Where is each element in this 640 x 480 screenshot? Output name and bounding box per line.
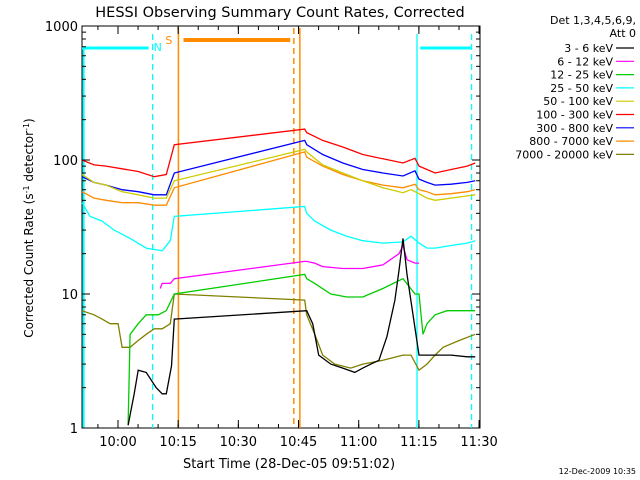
y-tick-label: 100	[53, 154, 78, 169]
y-tick-label: 1000	[45, 20, 78, 35]
attenuator-marker-label: S	[165, 34, 172, 47]
axis-ticks: 10:00 10:15 10:30 10:45 11:00 11:15 11:30 1 10 10…	[45, 20, 498, 450]
legend-entry-label: 3 - 6 keV	[564, 42, 613, 55]
y-label-part: Corrected Count Rate (s	[22, 193, 36, 337]
legend-entry-label: 300 - 800 keV	[536, 122, 613, 135]
x-tick-label: 11:15	[400, 435, 437, 450]
legend-entry-label: 800 - 7000 keV	[529, 135, 613, 148]
series-line	[127, 238, 476, 426]
legend-header: Det 1,3,4,5,6,9,	[550, 14, 636, 27]
series-line	[81, 139, 476, 196]
legend-entry-label: 7000 - 20000 keV	[515, 148, 613, 161]
axes-frame	[81, 25, 481, 429]
plot-area: NS	[81, 25, 481, 429]
y-label-superscript: -1	[22, 123, 31, 131]
legend-header-attenuator: Att 0	[610, 27, 636, 40]
y-label-superscript: -1	[22, 185, 31, 193]
series-line	[127, 273, 476, 426]
series-line	[81, 293, 476, 372]
y-axis-label: Corrected Count Rate (s-1 detector-1)	[22, 118, 37, 337]
x-axis-label: Start Time (28-Dec-05 09:51:02)	[183, 457, 395, 472]
night-marker-label: N	[154, 41, 162, 54]
series-line	[81, 128, 476, 178]
series-line	[81, 151, 476, 206]
y-tick-label: 10	[61, 288, 78, 303]
y-label-part: )	[22, 118, 36, 123]
legend-entry-label: 12 - 25 keV	[550, 69, 613, 82]
chart-title: HESSI Observing Summary Count Rates, Cor…	[95, 5, 464, 21]
series-line	[159, 243, 419, 289]
y-tick-label: 1	[70, 422, 78, 437]
series-line	[81, 202, 476, 252]
y-label-part: detector	[22, 131, 36, 186]
legend-entry-label: 100 - 300 keV	[536, 109, 613, 122]
footer-timestamp: 12-Dec-2009 10:35	[559, 467, 636, 476]
legend-entry-label: 6 - 12 keV	[557, 55, 613, 68]
x-tick-label: 10:00	[99, 435, 136, 450]
x-tick-label: 10:30	[220, 435, 257, 450]
x-tick-label: 11:30	[460, 435, 497, 450]
legend-entry-label: 25 - 50 keV	[550, 82, 613, 95]
x-tick-label: 11:00	[340, 435, 377, 450]
legend-entry-label: 50 - 100 keV	[543, 95, 613, 108]
x-tick-label: 10:15	[159, 435, 196, 450]
series-line	[81, 148, 476, 201]
x-tick-label: 10:45	[280, 435, 317, 450]
